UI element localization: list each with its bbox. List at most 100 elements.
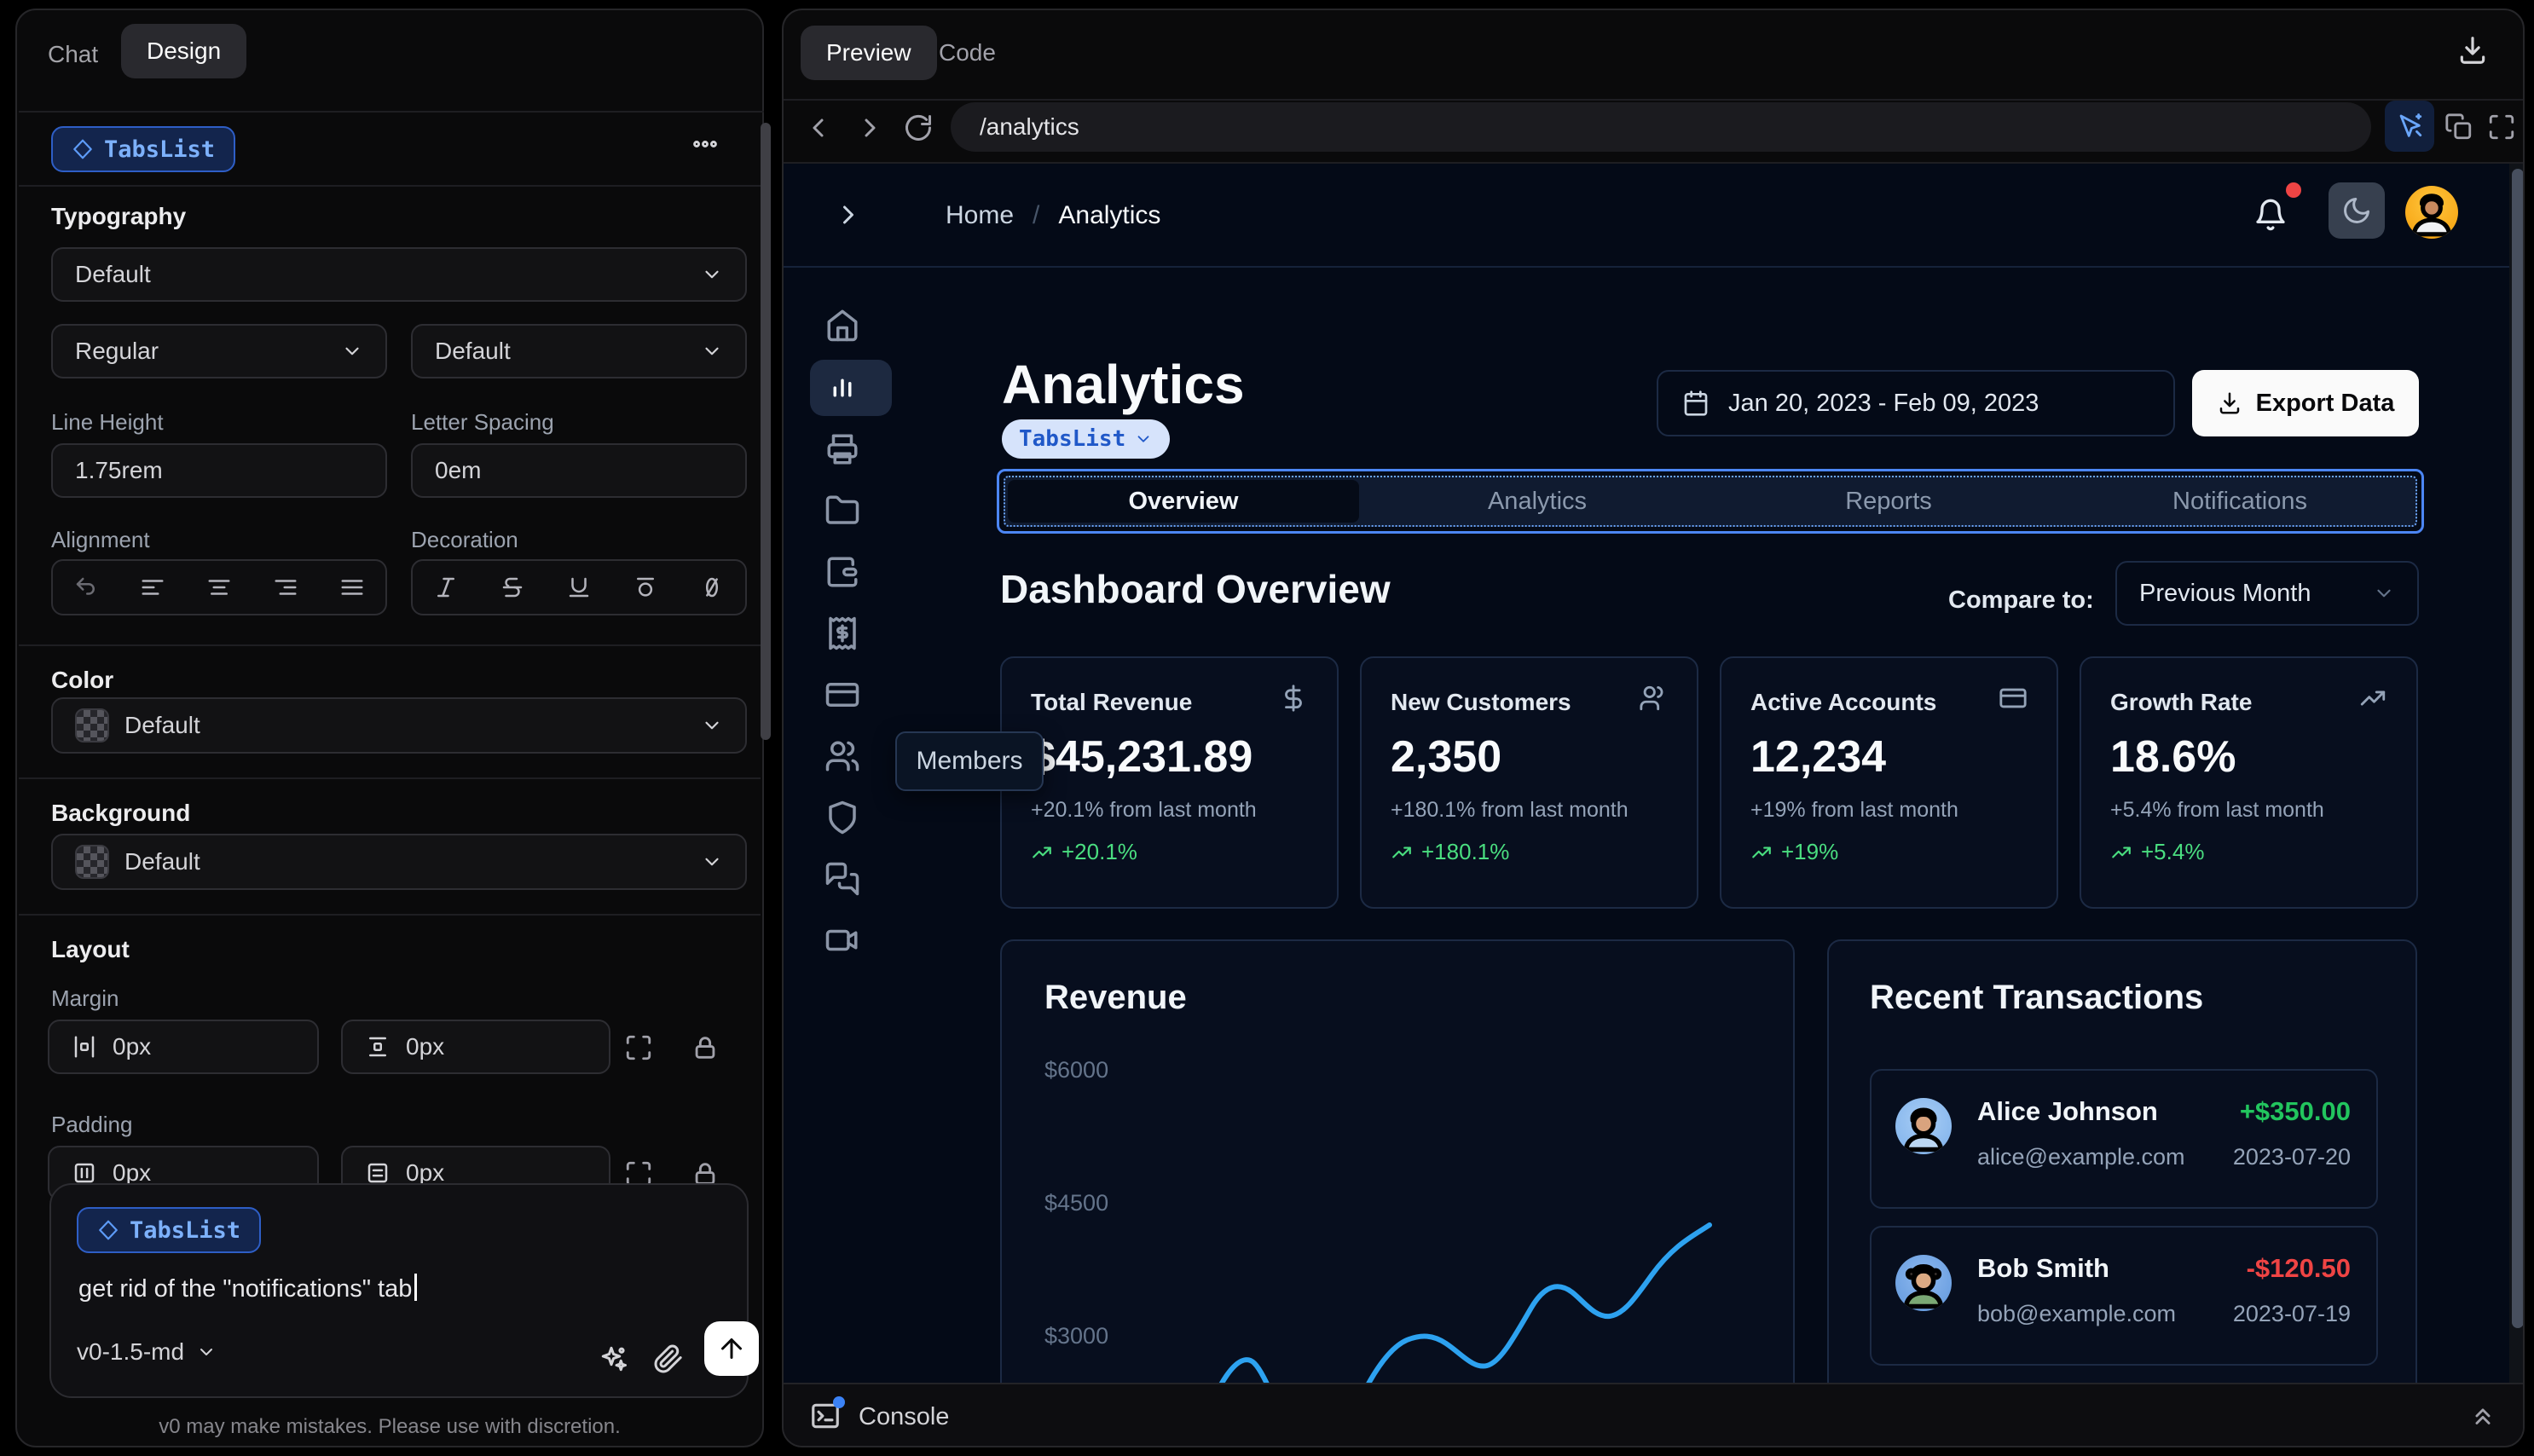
tab-chat[interactable]: Chat [48,41,99,67]
chevron-down-icon [2373,582,2395,604]
transaction-row[interactable]: Alice Johnson alice@example.com +$350.00… [1870,1069,2378,1209]
margin-y-input[interactable]: 0px [341,1020,610,1074]
receipt-icon[interactable] [824,615,860,651]
user-avatar[interactable] [2405,186,2458,239]
tab-reports[interactable]: Reports [1845,487,1932,515]
tab-design[interactable]: Design [121,24,247,78]
line-height-input[interactable]: 1.75rem [51,443,387,498]
chevron-down-icon [341,340,363,362]
margin-x-input[interactable]: 0px [48,1020,319,1074]
attachment-icon[interactable] [653,1343,684,1374]
users-icon[interactable] [824,738,860,774]
stat-value: 12,234 [1750,732,1887,782]
bar-chart-icon[interactable] [824,370,860,406]
overline-icon[interactable] [633,575,658,600]
prompt-input[interactable]: get rid of the "notifications" tab [78,1274,418,1303]
transaction-row[interactable]: Bob Smith bob@example.com -$120.50 2023-… [1870,1226,2378,1366]
breadcrumb-home[interactable]: Home [946,201,1015,229]
design-panel: Chat Design TabsList Typography Default … [15,9,771,1447]
export-data-button[interactable]: Export Data [2192,370,2419,436]
download-icon [2217,390,2242,416]
breadcrumb-separator: / [1033,201,1040,229]
compare-label: Compare to: [1948,586,2094,614]
align-justify-icon[interactable] [339,575,365,600]
url-bar[interactable]: /analytics [951,102,2371,152]
selected-component-chip[interactable]: TabsList [51,126,236,172]
underline-icon[interactable] [566,575,592,600]
tab-notifications[interactable]: Notifications [2172,487,2307,515]
selection-badge[interactable]: TabsList [1002,419,1171,459]
color-section-title: Color [51,667,114,693]
composer-component-chip[interactable]: TabsList [77,1207,262,1253]
select-element-tool-icon[interactable] [2385,101,2434,152]
enhance-prompt-icon[interactable] [599,1343,629,1374]
design-panel-scrollbar[interactable] [761,123,771,740]
font-family-select[interactable]: Default [51,247,747,302]
model-select[interactable]: v0-1.5-md [77,1338,217,1366]
alignment-label: Alignment [51,527,150,552]
align-right-icon[interactable] [273,575,298,600]
printer-icon[interactable] [824,431,860,467]
expand-margin-icon[interactable] [624,1033,653,1062]
folder-icon[interactable] [824,493,860,529]
decoration-label: Decoration [411,527,518,552]
margin-label: Margin [51,985,119,1011]
send-button[interactable] [704,1321,759,1376]
transactions-card: Recent Transactions Alice Johnson alice@… [1827,939,2417,1383]
trending-up-icon [2110,841,2132,864]
more-menu-icon[interactable] [691,130,720,159]
background-select[interactable]: Default [51,834,747,890]
tab-analytics[interactable]: Analytics [1487,487,1588,515]
compare-select[interactable]: Previous Month [2115,561,2419,626]
color-swatch [75,708,109,742]
date-range-button[interactable]: Jan 20, 2023 - Feb 09, 2023 [1657,370,2175,436]
tab-code[interactable]: Code [939,39,996,66]
fullscreen-icon[interactable] [2487,113,2516,142]
transaction-email: alice@example.com [1977,1144,2185,1170]
prompt-composer[interactable]: TabsList get rid of the "notifications" … [49,1183,759,1398]
strikethrough-icon[interactable] [500,575,525,600]
italic-icon[interactable] [433,575,459,600]
nav-back-icon[interactable] [804,113,835,143]
lock-margin-icon[interactable] [691,1033,720,1062]
app-scrollbar-track[interactable] [2509,164,2523,1383]
expand-sidebar-icon[interactable] [833,199,864,230]
font-weight-select[interactable]: Regular [51,324,387,378]
transaction-date: 2023-07-19 [2232,1301,2351,1326]
breadcrumb-current[interactable]: Analytics [1058,201,1161,229]
chevrons-up-icon[interactable] [2468,1401,2497,1430]
home-icon[interactable] [824,307,860,343]
nav-forward-icon[interactable] [853,113,884,143]
tab-overview[interactable]: Overview [1008,480,1359,523]
chevron-down-icon [701,851,723,873]
console-bar[interactable]: Console [784,1383,2523,1446]
letter-spacing-input[interactable]: 0em [411,443,747,498]
video-icon[interactable] [824,922,860,958]
app-scrollbar-thumb[interactable] [2512,169,2523,1328]
console-notification-dot [833,1396,845,1408]
copy-preview-icon[interactable] [2444,113,2473,142]
theme-toggle-button[interactable] [2329,182,2385,239]
wallet-icon[interactable] [824,554,860,590]
font-size-select[interactable]: Default [411,324,747,378]
reset-alignment-icon[interactable] [73,575,99,600]
download-icon[interactable] [2456,34,2489,66]
credit-card-icon[interactable] [824,677,860,713]
color-select[interactable]: Default [51,697,747,754]
align-center-icon[interactable] [206,575,232,600]
no-decoration-icon[interactable] [699,575,725,600]
tab-preview[interactable]: Preview [801,26,937,80]
tabs-list: Overview Analytics Reports Notifications [1004,476,2417,527]
text-caret [414,1274,418,1301]
stat-change: +180.1% from last month [1391,798,1629,822]
credit-card-icon [1999,684,2028,713]
divider [19,777,761,779]
refresh-icon[interactable] [903,113,934,143]
align-left-icon[interactable] [140,575,165,600]
bell-icon[interactable] [2253,198,2288,232]
users-icon [1639,684,1668,713]
expand-padding-icon[interactable] [624,1159,653,1188]
shield-icon[interactable] [824,800,860,835]
messages-icon[interactable] [824,861,860,897]
stat-trend: +5.4% [2110,839,2204,865]
